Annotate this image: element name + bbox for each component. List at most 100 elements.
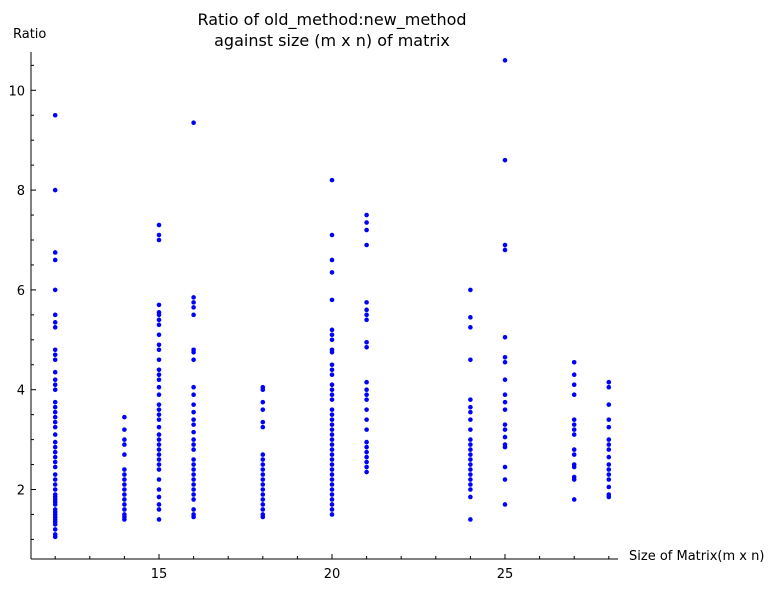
data-point (502, 157, 508, 163)
data-point (122, 477, 127, 482)
data-point (329, 297, 335, 303)
data-point (260, 497, 266, 502)
data-point (191, 507, 196, 512)
data-point (606, 379, 612, 385)
data-point (329, 432, 335, 437)
data-point (52, 382, 58, 388)
data-point (329, 467, 335, 472)
data-point (364, 392, 369, 397)
data-point (468, 457, 473, 462)
data-point (52, 527, 58, 532)
data-point (260, 407, 266, 412)
data-point (364, 444, 369, 450)
data-point (191, 482, 196, 487)
data-point (468, 357, 473, 363)
data-point (364, 397, 369, 402)
data-point (260, 477, 266, 482)
data-point (156, 237, 162, 243)
data-point (52, 287, 58, 293)
data-point (122, 482, 127, 487)
data-point (329, 512, 335, 517)
data-point (52, 377, 58, 383)
data-point (329, 462, 335, 467)
y-axis-label: Ratio (13, 27, 46, 42)
data-point (329, 397, 335, 402)
data-point (606, 402, 612, 407)
data-point (329, 412, 335, 417)
data-point (122, 472, 127, 477)
data-point (52, 387, 58, 393)
data-point (571, 464, 577, 470)
data-point (191, 300, 196, 305)
data-point (571, 452, 577, 457)
data-point (502, 444, 508, 450)
data-point (156, 494, 162, 500)
data-point (329, 349, 335, 355)
data-point (52, 369, 58, 375)
data-point (329, 417, 335, 422)
data-point (571, 427, 577, 432)
data-point (156, 407, 162, 412)
data-point (364, 379, 369, 385)
data-point (156, 332, 162, 338)
data-point (329, 407, 335, 412)
data-point (606, 477, 612, 482)
y-tick-label: 6 (17, 284, 25, 299)
data-point (156, 417, 162, 422)
data-point (52, 419, 58, 425)
data-point (52, 399, 58, 405)
data-point (156, 412, 162, 417)
data-point (364, 317, 369, 323)
data-point (329, 327, 335, 333)
data-point (329, 257, 335, 263)
data-point (52, 477, 58, 482)
data-point (329, 372, 335, 378)
data-point (606, 467, 612, 472)
data-point (468, 437, 473, 442)
data-point (191, 437, 196, 442)
data-point (52, 534, 58, 540)
data-point (260, 387, 266, 393)
data-point (364, 407, 369, 412)
data-point (329, 332, 335, 338)
data-point (52, 352, 58, 358)
data-point (191, 497, 196, 502)
data-point (191, 409, 196, 415)
data-point (364, 449, 369, 455)
data-point (156, 477, 162, 482)
data-point (156, 432, 162, 437)
data-point (329, 487, 335, 492)
data-point (191, 120, 196, 126)
data-point (191, 477, 196, 482)
data-point (122, 487, 127, 492)
data-point (606, 424, 612, 430)
data-point (329, 427, 335, 432)
data-point (468, 447, 473, 452)
data-point (156, 317, 162, 323)
data-point (329, 437, 335, 442)
data-point (502, 407, 508, 412)
data-point (156, 447, 162, 452)
data-point (468, 397, 473, 402)
data-point (156, 377, 162, 383)
data-point (191, 312, 196, 318)
data-point (364, 459, 369, 465)
data-point (364, 339, 369, 345)
data-point (329, 447, 335, 452)
data-point (156, 502, 162, 507)
data-point (52, 522, 58, 527)
data-point (260, 467, 266, 472)
data-point (52, 112, 58, 118)
data-point (156, 347, 162, 353)
data-point (122, 492, 127, 497)
data-point (606, 384, 612, 390)
data-point (364, 344, 369, 350)
data-point (52, 502, 58, 507)
data-point (52, 454, 58, 460)
data-point (260, 514, 266, 520)
y-tick-label: 8 (17, 184, 25, 199)
data-point (502, 399, 508, 405)
data-point (52, 187, 58, 193)
data-point (156, 457, 162, 462)
data-point (364, 307, 369, 313)
